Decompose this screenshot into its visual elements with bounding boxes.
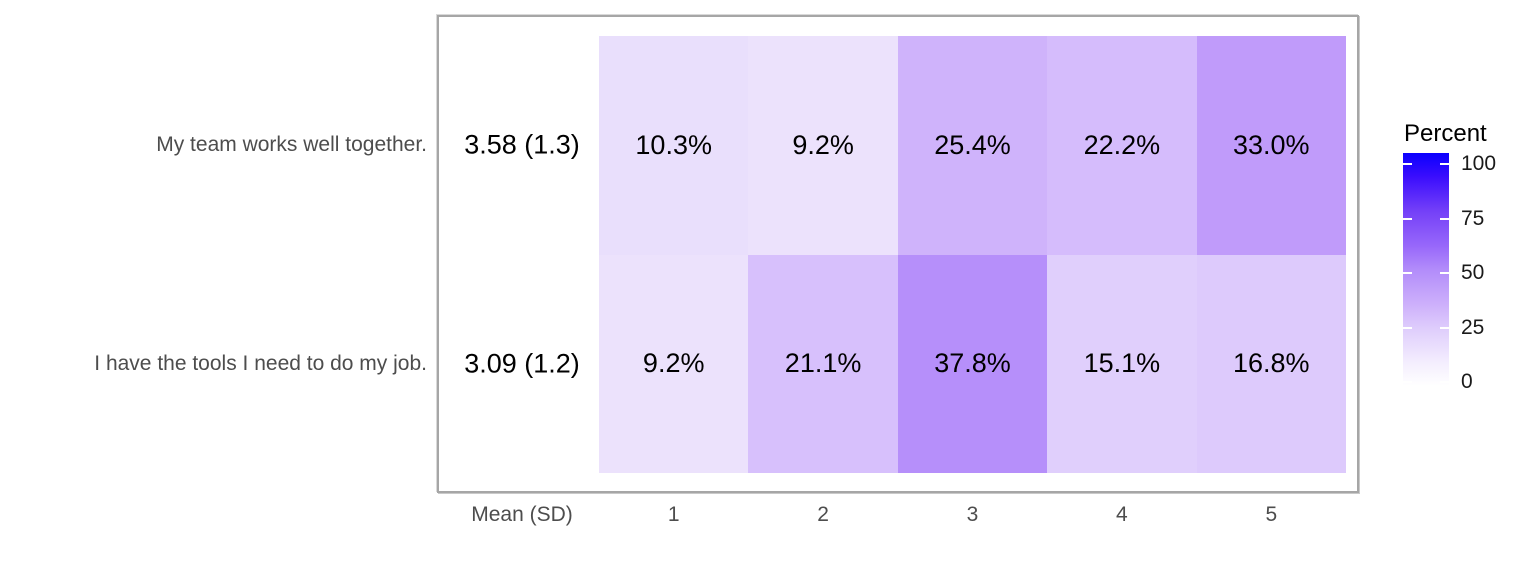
legend-tick-label: 0 [1461, 370, 1473, 393]
cell-percent-label: 15.1% [1083, 348, 1161, 379]
legend-tick-mark [1440, 381, 1449, 383]
legend-tick-mark [1403, 217, 1412, 220]
cell-percent-label: 37.8% [934, 348, 1011, 379]
legend-tick-mark [1403, 381, 1412, 383]
legend-tick-mark [1403, 163, 1412, 165]
x-axis-tick-label: 2 [817, 503, 829, 526]
x-axis-tick-label: 1 [667, 503, 680, 526]
heatmap-cell: 10.3% [599, 36, 749, 255]
heatmap-cell: 22.2% [1047, 36, 1197, 255]
legend-tick-label: 75 [1461, 206, 1485, 230]
legend-tick-mark [1440, 217, 1449, 220]
legend-tick-label: 100 [1461, 152, 1497, 175]
legend-tick-label: 25 [1461, 315, 1485, 339]
legend-tick-mark [1440, 163, 1449, 165]
heatmap-cell: 21.1% [748, 254, 898, 473]
heatmap-cell: 25.4% [897, 36, 1048, 255]
legend-tick-mark [1440, 326, 1449, 329]
mean-sd-value: 3.58 (1.3) [464, 129, 580, 160]
y-axis-label: I have the tools I need to do my job. [94, 351, 427, 375]
cell-percent-label: 21.1% [784, 348, 862, 379]
legend-tick-mark [1440, 272, 1449, 274]
legend-gradient-bar [1403, 153, 1449, 386]
x-axis-tick-label: 4 [1116, 503, 1128, 526]
heatmap-cell: 37.8% [897, 254, 1048, 473]
cell-percent-label: 16.8% [1233, 348, 1310, 379]
heatmap-cell: 16.8% [1196, 254, 1346, 473]
cell-percent-label: 9.2% [642, 348, 705, 379]
cell-percent-label: 22.2% [1083, 129, 1161, 160]
legend-tick-mark [1403, 326, 1412, 329]
x-axis-tick-label: Mean (SD) [471, 503, 573, 526]
heatmap-cell: 9.2% [748, 36, 898, 255]
legend-title: Percent [1404, 120, 1487, 147]
y-axis-label: My team works well together. [156, 133, 427, 157]
cell-percent-label: 33.0% [1233, 129, 1310, 160]
x-axis-tick-label: 3 [966, 503, 979, 526]
heatmap-cell: 33.0% [1196, 36, 1346, 255]
cell-percent-label: 25.4% [934, 129, 1011, 160]
cell-percent-label: 10.3% [635, 129, 712, 160]
heatmap-cell: 15.1% [1047, 254, 1197, 473]
cell-percent-label: 9.2% [792, 129, 854, 160]
mean-sd-value: 3.09 (1.2) [464, 348, 580, 379]
legend-tick-label: 50 [1461, 261, 1485, 284]
legend-tick-mark [1403, 272, 1412, 274]
heatmap-cell: 9.2% [599, 254, 749, 473]
x-axis-tick-label: 5 [1265, 503, 1278, 526]
